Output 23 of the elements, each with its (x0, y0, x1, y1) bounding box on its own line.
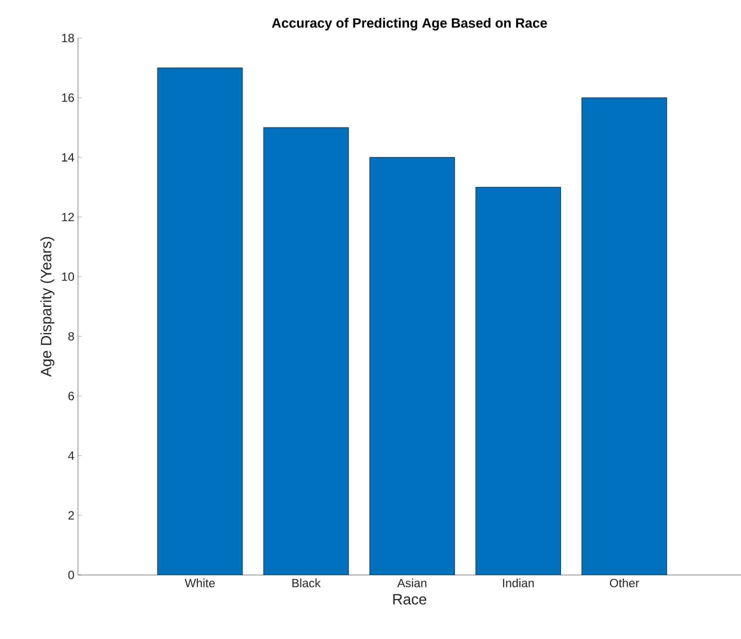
bar (582, 97, 668, 575)
y-tick-label: 12 (62, 212, 74, 222)
y-axis-title: Age Disparity (Years) (40, 237, 54, 377)
y-tick-label: 0 (68, 570, 74, 580)
chart-title: Accuracy of Predicting Age Based on Race (272, 18, 547, 30)
x-axis-title: Race (393, 594, 426, 605)
y-tick-label: 10 (62, 272, 74, 281)
y-tick-label: 8 (68, 332, 74, 341)
x-tick-label: White (184, 578, 215, 588)
x-tick-label: Other (610, 578, 640, 588)
y-tick-label: 2 (68, 511, 74, 520)
x-tick-label: Asian (397, 578, 426, 588)
bar (476, 186, 561, 575)
y-tick-label: 14 (62, 153, 74, 162)
bar (157, 68, 243, 575)
x-tick-label: Indian (503, 578, 534, 588)
y-tick-label: 18 (62, 34, 74, 42)
y-tick-label: 6 (68, 392, 74, 400)
y-tick-label: 4 (68, 452, 74, 460)
x-tick-label: Black (292, 578, 321, 588)
y-tick-label: 16 (62, 93, 74, 102)
bar (369, 157, 455, 575)
bar (263, 127, 349, 575)
